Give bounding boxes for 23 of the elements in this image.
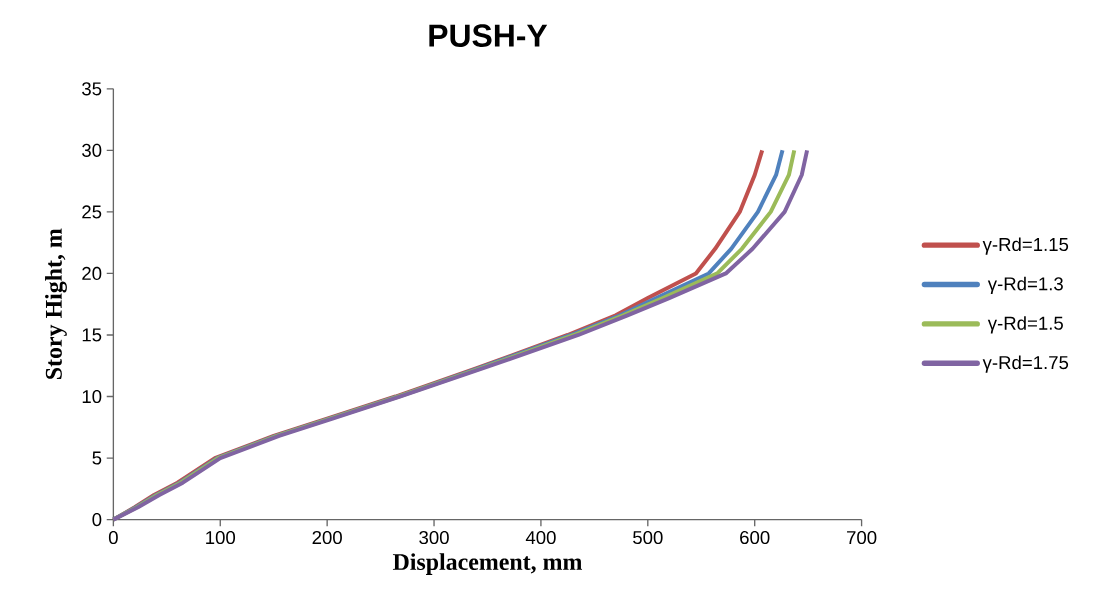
y-tick-label: 15 — [82, 328, 102, 342]
legend-label: γ-Rd=1.75 — [982, 355, 1069, 373]
x-tick-label: 700 — [847, 530, 877, 545]
y-tick-label: 30 — [82, 143, 102, 157]
y-tick-label: 25 — [82, 205, 102, 219]
legend-label: γ-Rd=1.15 — [982, 237, 1069, 255]
legend-label: γ-Rd=1.3 — [987, 276, 1063, 295]
y-tick-label: 0 — [92, 513, 102, 527]
legend-label: γ-Rd=1.5 — [987, 316, 1063, 334]
y-axis-title: Story Hight, m — [45, 228, 67, 379]
y-tick-label: 20 — [82, 266, 102, 281]
y-tick-label: 35 — [82, 82, 102, 96]
y-tick-label: 10 — [82, 389, 102, 404]
x-tick-label: 600 — [740, 530, 770, 545]
x-axis-title: Displacement, mm — [392, 553, 583, 575]
x-tick-label: 300 — [419, 530, 449, 545]
x-tick-label: 200 — [312, 530, 342, 545]
x-tick-label: 100 — [206, 530, 236, 545]
x-tick-label: 0 — [108, 530, 118, 545]
chart-title: PUSH-Y — [429, 24, 548, 47]
x-tick-label: 500 — [633, 530, 663, 545]
y-tick-label: 5 — [92, 451, 102, 465]
x-tick-label: 400 — [525, 530, 556, 545]
